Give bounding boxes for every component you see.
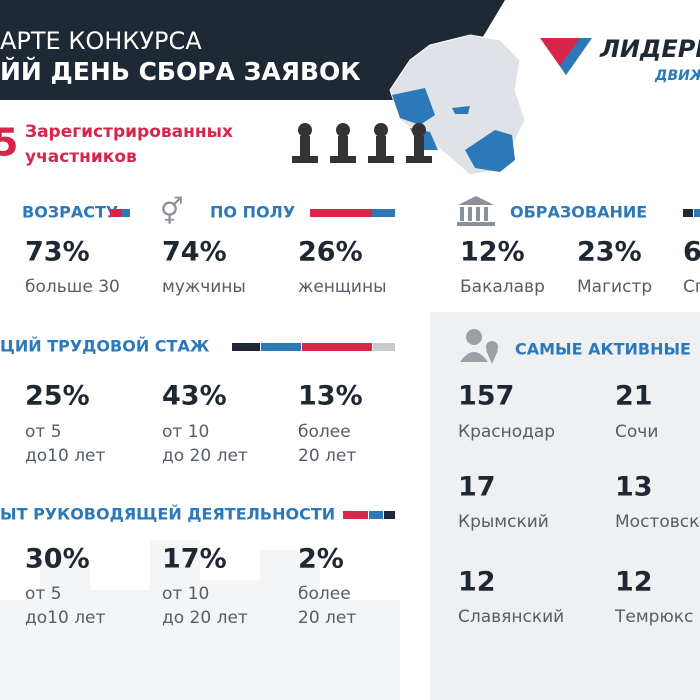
stat-label: до 20 лет xyxy=(162,446,248,466)
stat-label: более xyxy=(298,422,351,442)
section-title: ВОЗРАСТУ xyxy=(22,203,118,222)
registered-value: 5 xyxy=(0,121,18,165)
section-title: ЫТ РУКОВОДЯЩЕЙ ДЕЯТЕЛЬНОСТИ xyxy=(0,505,335,524)
registered-label: Зарегистрированных xyxy=(25,122,233,142)
stat-value: 6 xyxy=(683,237,700,268)
logo-mark xyxy=(560,38,592,75)
stat-value: 12 xyxy=(615,567,653,598)
stat-label: Сочи xyxy=(615,422,658,442)
stat-value: 25% xyxy=(25,381,90,412)
stat-value: 30% xyxy=(25,544,90,575)
title-line: АРТЕ КОНКУРСА xyxy=(0,27,202,55)
skyline xyxy=(0,540,400,700)
stat-value: 21 xyxy=(615,381,653,412)
section-title: САМЫЕ АКТИВНЫЕ xyxy=(515,340,691,359)
stat-label: Темрюкс xyxy=(614,607,693,627)
bar-deco xyxy=(302,343,372,351)
bar-deco xyxy=(372,209,395,217)
people-icon xyxy=(460,329,498,364)
stat-label: Бакалавр xyxy=(460,277,545,297)
stat-label: от 5 xyxy=(25,422,62,442)
stat-label: Краснодар xyxy=(458,422,555,442)
stat-label: больше 30 xyxy=(25,277,120,297)
stat-value: 23% xyxy=(577,237,642,268)
stat-label: Магистр xyxy=(577,277,652,297)
stat-value: 13 xyxy=(615,472,653,503)
stat-value: 43% xyxy=(162,381,227,412)
stat-value: 13% xyxy=(298,381,363,412)
bar-deco xyxy=(261,343,301,351)
header-band xyxy=(0,0,505,100)
active-panel xyxy=(430,312,700,700)
title-line: ЙЙ ДЕНЬ СБОРА ЗАЯВОК xyxy=(0,57,361,86)
stat-label: женщины xyxy=(298,277,387,297)
bar-deco xyxy=(232,343,260,351)
stat-label: до10 лет xyxy=(25,608,106,628)
bar-deco xyxy=(343,511,368,519)
stat-label: до 20 лет xyxy=(162,608,248,628)
registered-label: участников xyxy=(25,147,137,167)
stat-label: Крымский xyxy=(458,512,549,532)
stat-label: от 10 xyxy=(162,584,209,604)
stat-label: от 10 xyxy=(162,422,209,442)
logo-subtitle: ДВИЖ xyxy=(654,68,700,84)
region-map xyxy=(389,34,526,176)
gender-icon: ⚥ xyxy=(160,197,183,228)
bar-deco xyxy=(110,209,122,217)
stat-value: 74% xyxy=(162,237,227,268)
stat-value: 157 xyxy=(458,381,514,412)
bar-deco xyxy=(369,511,383,519)
bar-deco xyxy=(683,209,693,217)
bank-icon xyxy=(457,196,495,226)
section-title: ЦИЙ ТРУДОВОЙ СТАЖ xyxy=(0,337,210,356)
stat-label: Сп xyxy=(683,277,700,297)
bar-deco xyxy=(310,209,372,217)
stat-label: до10 лет xyxy=(25,446,106,466)
stat-value: 17% xyxy=(162,544,227,575)
stat-value: 12 xyxy=(458,567,496,598)
stat-value: 26% xyxy=(298,237,363,268)
bar-deco xyxy=(384,511,395,519)
bar-deco xyxy=(373,343,395,351)
logo-name: ЛИДЕРЫ xyxy=(599,35,700,63)
stat-label: мужчины xyxy=(162,277,246,297)
bar-deco xyxy=(694,209,700,217)
stat-label: более xyxy=(298,584,351,604)
stat-label: Мостовск xyxy=(615,512,699,532)
section-title: ОБРАЗОВАНИЕ xyxy=(510,203,647,222)
stat-value: 73% xyxy=(25,237,90,268)
section-title: ПО ПОЛУ xyxy=(210,203,295,222)
stat-label: 20 лет xyxy=(298,608,356,628)
bar-deco xyxy=(122,209,130,217)
stat-label: 20 лет xyxy=(298,446,356,466)
pawn-icons xyxy=(292,123,432,163)
stat-label: Славянский xyxy=(458,607,564,627)
stat-value: 12% xyxy=(460,237,525,268)
stat-value: 2% xyxy=(298,544,344,575)
stat-label: от 5 xyxy=(25,584,62,604)
stat-value: 17 xyxy=(458,472,496,503)
